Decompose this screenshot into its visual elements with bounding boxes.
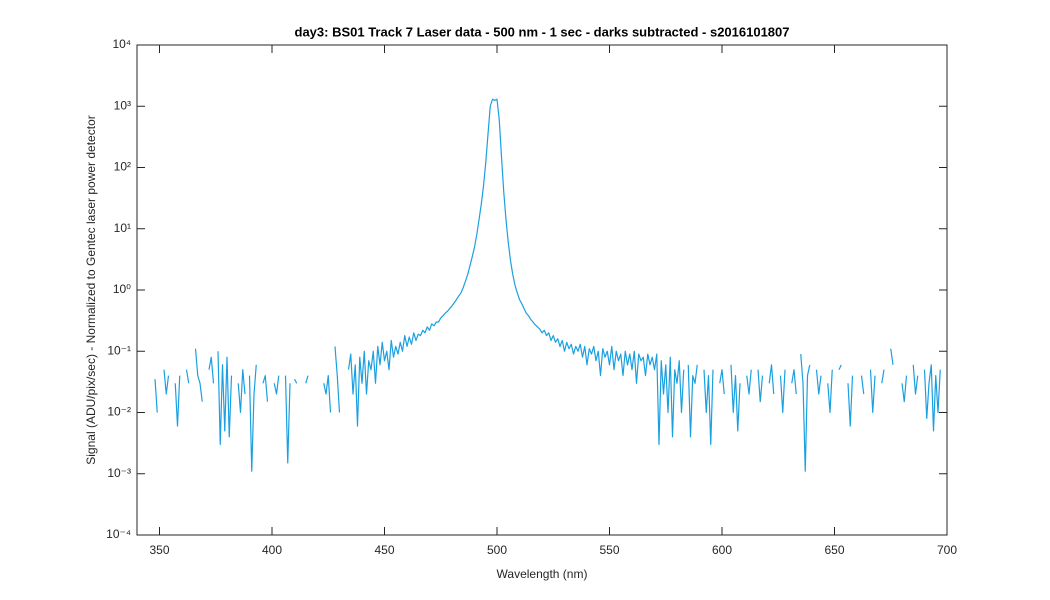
y-tick-label: 10⁻⁴ [106, 527, 131, 541]
x-tick-label: 400 [262, 543, 282, 557]
x-tick-label: 350 [149, 543, 169, 557]
y-axis-label: Signal (ADU/pix/sec) - Normalized to Gen… [84, 115, 98, 464]
y-tick-label: 10⁻² [107, 405, 131, 419]
y-tick-label: 10² [114, 160, 131, 174]
y-tick-label: 10⁴ [112, 37, 131, 51]
chart-title: day3: BS01 Track 7 Laser data - 500 nm -… [295, 24, 790, 39]
x-tick-label: 450 [374, 543, 394, 557]
x-axis-label: Wavelength (nm) [497, 567, 588, 581]
y-tick-label: 10¹ [114, 221, 131, 235]
x-tick-label: 500 [487, 543, 507, 557]
x-tick-label: 550 [599, 543, 619, 557]
x-tick-label: 650 [824, 543, 844, 557]
y-tick-label: 10⁻³ [107, 466, 131, 480]
x-tick-label: 600 [712, 543, 732, 557]
data-line [154, 98, 941, 472]
y-tick-label: 10³ [114, 98, 131, 112]
y-tick-label: 10⁰ [113, 282, 131, 296]
y-tick-label: 10⁻¹ [107, 343, 131, 357]
x-tick-label: 700 [937, 543, 957, 557]
